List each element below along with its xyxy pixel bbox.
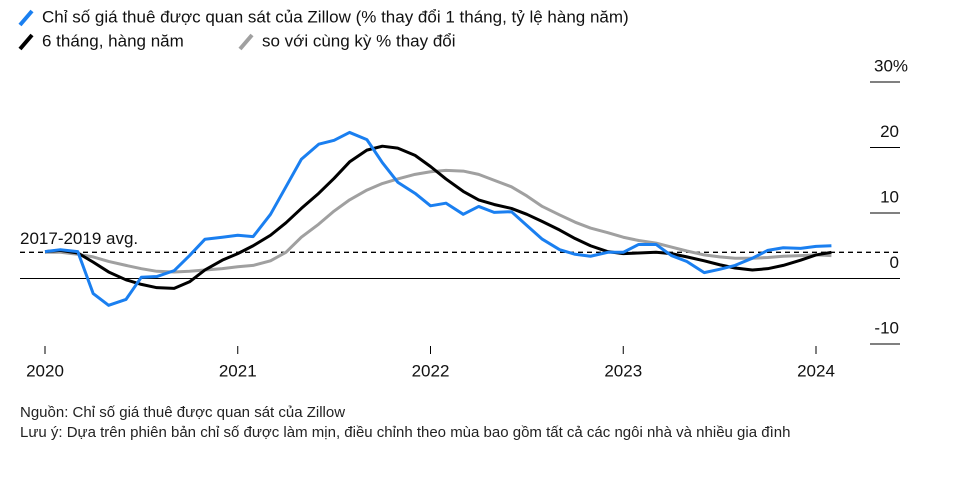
legend-swatch — [18, 33, 34, 51]
y-tick-label: 10 — [880, 187, 899, 206]
legend-swatch — [18, 9, 34, 27]
x-tick-label: 2024 — [797, 361, 835, 380]
y-tick-label: 0 — [890, 253, 899, 272]
series-line — [45, 168, 832, 274]
x-tick-label: 2020 — [26, 361, 64, 380]
series-line — [44, 144, 832, 290]
legend-swatch — [238, 33, 254, 51]
y-tick-label: -10 — [874, 318, 899, 337]
chart: 30% 20 10 0 -10 2020 2021 2022 2023 2024 2017-2019… — [18, 7, 908, 380]
avg-label: 2017-2019 avg. — [20, 229, 138, 248]
y-tick-label: 30% — [874, 56, 908, 75]
series-line — [44, 130, 832, 307]
x-tick-label: 2022 — [412, 361, 450, 380]
note: Lưu ý: Dựa trên phiên bản chỉ số được là… — [20, 424, 791, 441]
legend-label: 6 tháng, hàng năm — [42, 31, 184, 50]
x-tick-label: 2021 — [219, 361, 257, 380]
x-tick-label: 2023 — [604, 361, 642, 380]
source: Nguồn: Chỉ số giá thuê được quan sát của… — [20, 404, 346, 421]
legend-label: Chỉ số giá thuê được quan sát của Zillow… — [42, 7, 629, 26]
legend-label: so với cùng kỳ % thay đổi — [262, 31, 456, 50]
y-tick-label: 20 — [880, 122, 899, 141]
